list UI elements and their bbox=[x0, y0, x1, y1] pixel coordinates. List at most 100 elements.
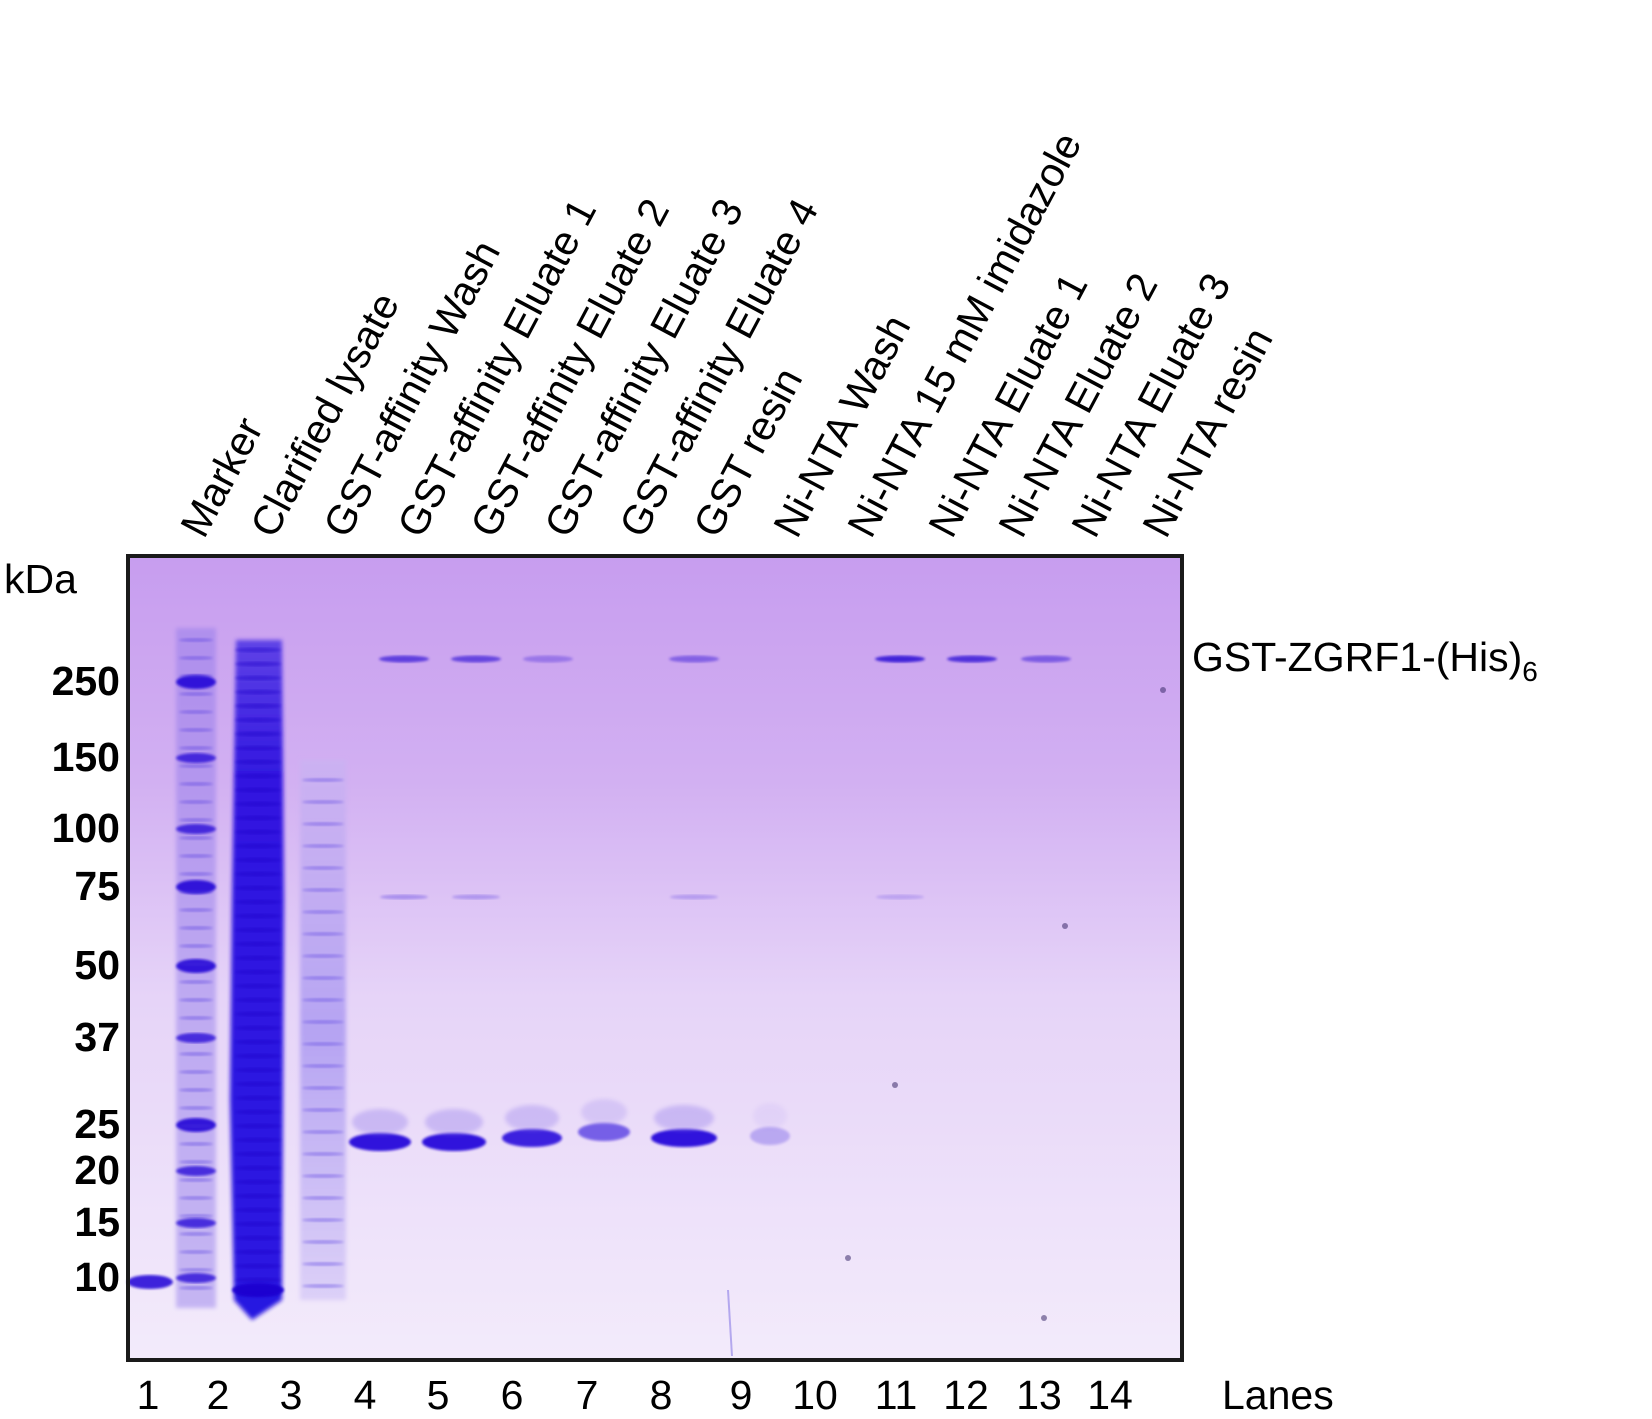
lysate-band bbox=[235, 731, 281, 737]
lysate-band bbox=[235, 801, 281, 807]
wash-band bbox=[302, 1086, 344, 1090]
marker-band-10 bbox=[176, 1273, 216, 1283]
lysate-band bbox=[235, 745, 281, 751]
marker-faint-band bbox=[179, 710, 213, 714]
gst-band bbox=[422, 1133, 486, 1151]
lanes-label: Lanes bbox=[1222, 1372, 1334, 1418]
faint-75-band bbox=[380, 894, 428, 900]
lysate-band bbox=[235, 1081, 281, 1087]
lane-number-6: 6 bbox=[500, 1372, 524, 1418]
marker-faint-band bbox=[179, 1106, 213, 1110]
gst-band-halo bbox=[753, 1103, 787, 1129]
marker-faint-band bbox=[179, 1250, 213, 1254]
marker-faint-band bbox=[179, 728, 213, 732]
wash-band bbox=[302, 1152, 344, 1156]
marker-faint-band bbox=[179, 692, 213, 696]
product-band bbox=[451, 655, 501, 663]
marker-faint-band bbox=[179, 998, 213, 1002]
wash-band bbox=[302, 1240, 344, 1244]
gel-speck bbox=[892, 1082, 898, 1088]
marker-faint-band bbox=[179, 1160, 213, 1164]
gst-band-halo bbox=[505, 1105, 559, 1131]
marker-faint-band bbox=[179, 638, 213, 642]
gel-speck bbox=[1062, 923, 1068, 929]
lysate-band bbox=[235, 1221, 281, 1227]
product-band bbox=[1021, 655, 1071, 663]
lysate-band bbox=[235, 1137, 281, 1143]
lane-number-13: 13 bbox=[1016, 1372, 1062, 1418]
wash-band bbox=[302, 1130, 344, 1134]
marker-faint-band bbox=[179, 1232, 213, 1236]
marker-faint-band bbox=[179, 1088, 213, 1092]
kda-label: kDa bbox=[4, 556, 77, 602]
wash-band bbox=[302, 1218, 344, 1222]
lane-number-5: 5 bbox=[426, 1372, 450, 1418]
lysate-band bbox=[235, 829, 281, 835]
wash-band bbox=[302, 800, 344, 804]
product-band bbox=[379, 655, 429, 663]
marker-band-100 bbox=[176, 824, 216, 834]
marker-faint-band bbox=[179, 854, 213, 858]
marker-faint-band bbox=[179, 926, 213, 930]
gst-band-halo bbox=[581, 1099, 627, 1125]
gst-band bbox=[750, 1127, 790, 1145]
lysate-band bbox=[235, 1095, 281, 1101]
wash-band bbox=[302, 1064, 344, 1068]
marker-faint-band bbox=[179, 1124, 213, 1128]
lysate-band bbox=[235, 1123, 281, 1129]
gel-bands bbox=[127, 628, 1166, 1357]
mw-marker-100: 100 bbox=[51, 805, 120, 851]
gst-band-halo bbox=[654, 1105, 714, 1131]
lane-number-1: 1 bbox=[136, 1372, 160, 1418]
lysate-band bbox=[235, 871, 281, 877]
wash-band bbox=[302, 932, 344, 936]
gst-band bbox=[651, 1129, 717, 1147]
lysate-band bbox=[235, 983, 281, 989]
marker-faint-band bbox=[179, 782, 213, 786]
lysate-band bbox=[235, 843, 281, 849]
marker-faint-band bbox=[179, 800, 213, 804]
lysate-band bbox=[235, 1151, 281, 1157]
lysate-band bbox=[235, 717, 281, 723]
faint-75-band bbox=[670, 894, 718, 900]
gel-frame bbox=[126, 554, 1184, 1362]
lysate-band bbox=[235, 1193, 281, 1199]
lysate-band bbox=[235, 1011, 281, 1017]
lysate-band bbox=[235, 885, 281, 891]
lysate-band bbox=[235, 1039, 281, 1045]
lane-number-12: 12 bbox=[943, 1372, 989, 1418]
marker-faint-band bbox=[179, 944, 213, 948]
lane-number-8: 8 bbox=[649, 1372, 673, 1418]
lysate-band bbox=[235, 773, 281, 779]
marker-band-20 bbox=[176, 1166, 216, 1176]
lysate-band bbox=[235, 955, 281, 961]
wash-band bbox=[302, 822, 344, 826]
mw-marker-50: 50 bbox=[74, 942, 120, 988]
faint-75-band bbox=[876, 894, 924, 900]
wash-band bbox=[302, 1108, 344, 1112]
gel-background bbox=[128, 556, 1182, 1360]
mw-marker-20: 20 bbox=[74, 1147, 120, 1193]
lysate-band bbox=[235, 689, 281, 695]
mw-marker-15: 15 bbox=[74, 1199, 120, 1245]
marker-band-15 bbox=[176, 1218, 216, 1228]
lane-number-9: 9 bbox=[729, 1372, 753, 1418]
marker-faint-band bbox=[179, 1286, 213, 1290]
gel-scratch bbox=[727, 1289, 733, 1357]
wash-band bbox=[302, 1284, 344, 1288]
wash-band bbox=[302, 1262, 344, 1266]
lysate-band bbox=[235, 1263, 281, 1269]
marker-faint-band bbox=[179, 836, 213, 840]
lane-number-7: 7 bbox=[575, 1372, 599, 1418]
marker-faint-band bbox=[179, 746, 213, 750]
lane-number-11: 11 bbox=[874, 1372, 918, 1418]
lysate-band bbox=[235, 1165, 281, 1171]
marker-faint-band bbox=[179, 1268, 213, 1272]
marker-faint-band bbox=[179, 1070, 213, 1074]
lysate-band bbox=[235, 899, 281, 905]
protein-label: GST-ZGRF1-(His)6 bbox=[1192, 634, 1538, 688]
wash-band bbox=[302, 1042, 344, 1046]
lysate-band bbox=[235, 1179, 281, 1185]
marker-faint-band bbox=[179, 1016, 213, 1020]
